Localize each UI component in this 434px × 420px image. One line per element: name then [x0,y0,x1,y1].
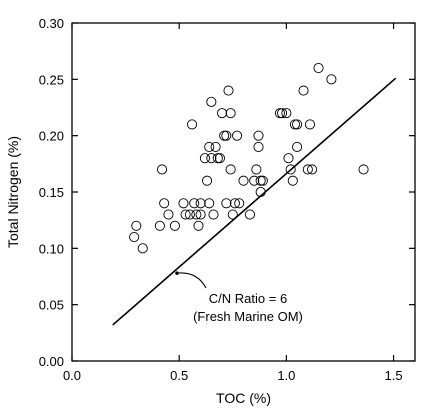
data-point [298,85,309,96]
y-tick-label: 0.25 [39,72,64,87]
data-point [195,209,206,220]
data-point [223,85,234,96]
data-point [283,153,294,164]
y-tick-label: 0.30 [39,16,64,31]
data-point [219,130,230,141]
data-point [178,198,189,209]
data-point [227,209,238,220]
cn-ratio-reference-line [112,77,397,326]
data-point [255,186,266,198]
data-point [302,164,313,175]
data-point [131,220,142,231]
data-point [191,209,202,220]
data-point [199,153,210,164]
data-point [281,108,292,119]
data-point [292,141,303,152]
data-point [159,198,170,209]
data-point [193,220,204,231]
data-point [180,209,191,220]
y-tick-label: 0.15 [39,185,64,200]
data-point [255,175,266,186]
data-point [253,141,264,152]
annotation-leader-line [176,272,207,289]
data-point [277,108,288,119]
data-point [253,130,264,141]
data-point [225,164,236,175]
data-point [307,164,318,175]
data-point [313,63,324,74]
data-point [202,175,213,186]
data-point [251,164,262,175]
x-tick-label: 1.5 [385,368,403,383]
data-point [154,220,165,231]
x-tick-label: 1.0 [277,368,295,383]
data-point [234,198,245,209]
data-point [289,119,301,130]
x-tick-label: 0.0 [63,368,81,383]
data-point [358,164,369,175]
y-tick-label: 0.20 [39,129,64,144]
reference-line-label: C/N Ratio = 6 [209,291,287,306]
data-point [212,153,223,164]
data-point [326,74,337,85]
data-point [274,108,285,119]
data-point [206,153,217,164]
data-point [229,198,240,209]
data-point [129,232,140,243]
data-point [287,175,298,186]
data-point [184,209,195,220]
data-point [232,130,243,141]
y-tick-label: 0.00 [39,354,64,369]
x-axis-label: TOC (%) [216,390,271,406]
data-point [221,130,232,141]
data-point [163,209,174,220]
data-point [189,198,200,209]
data-point [292,119,303,130]
data-point [156,164,168,175]
data-point [208,209,219,220]
data-point [217,108,228,119]
data-point [206,96,217,107]
data-point [195,198,206,209]
data-point [210,141,221,152]
data-point [214,153,225,164]
data-point [204,198,215,209]
y-axis-label: Total Nitrogen (%) [5,136,21,248]
x-tick-label: 0.5 [170,368,188,383]
data-point [225,108,236,119]
data-point [285,164,296,175]
y-tick-label: 0.05 [39,298,64,313]
data-point [304,119,316,130]
data-point [169,220,180,231]
data-point [249,175,260,186]
y-tick-label: 0.10 [39,241,64,256]
data-point [221,198,232,209]
data-point [244,209,255,220]
data-point [204,141,215,152]
data-point [257,175,268,186]
data-point [186,119,198,130]
reference-line-sublabel: (Fresh Marine OM) [193,309,303,324]
data-point [238,175,249,186]
data-point [137,243,148,254]
